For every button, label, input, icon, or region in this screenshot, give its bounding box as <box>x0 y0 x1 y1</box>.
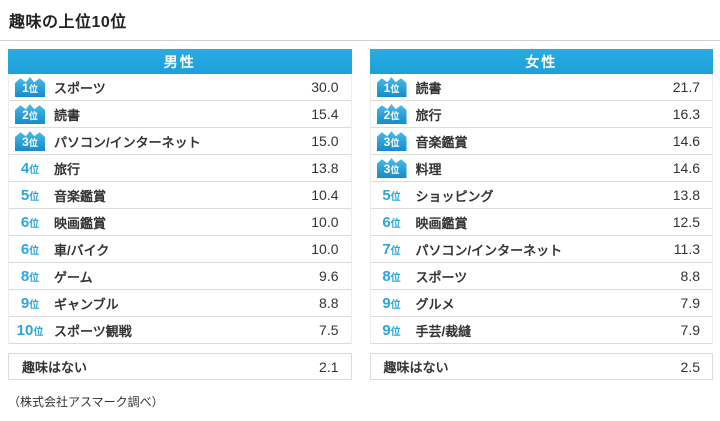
hobby-value: 15.0 <box>311 133 339 149</box>
table-header-female: 女性 <box>369 49 713 74</box>
hobby-label: スポーツ <box>54 80 106 96</box>
no-hobby-label: 趣味はない <box>22 360 88 375</box>
ranking-row: 1 位読書 21.7 <box>370 74 712 101</box>
ranking-row: 2 位旅行 16.3 <box>370 101 712 128</box>
hobby-value: 11.3 <box>673 241 700 257</box>
hobby-value: 13.8 <box>672 187 700 203</box>
hobby-label: 車/バイク <box>54 242 110 258</box>
hobby-value: 15.4 <box>311 106 339 122</box>
hobby-value: 10.0 <box>311 214 339 230</box>
hobby-value: 12.5 <box>672 214 700 230</box>
ranking-row: 8 位スポーツ 8.8 <box>370 263 712 290</box>
ranking-row: 6 位映画鑑賞 12.5 <box>370 209 712 236</box>
ranking-row: 5 位音楽鑑賞 10.4 <box>9 182 351 209</box>
hobby-label: スポーツ観戦 <box>54 323 132 339</box>
rank-number: 10 位 <box>16 321 44 339</box>
ranking-row: 1 位スポーツ 30.0 <box>9 74 351 101</box>
title-divider <box>0 40 720 41</box>
hobby-label: グルメ <box>415 296 455 312</box>
hobby-label: 映画鑑賞 <box>415 215 468 231</box>
hobby-value: 7.9 <box>680 295 700 311</box>
hobby-label: 旅行 <box>415 107 442 123</box>
ranking-row: 3 位音楽鑑賞 14.6 <box>370 128 712 155</box>
no-hobby-row-female: 趣味はない 2.5 <box>369 353 713 380</box>
hobby-label: 読書 <box>54 107 81 123</box>
hobby-label: 映画鑑賞 <box>54 215 107 231</box>
hobby-value: 7.5 <box>319 322 339 338</box>
hobby-value: 14.6 <box>672 160 700 176</box>
ranking-row: 3 位料理 14.6 <box>370 155 712 182</box>
ranking-row: 8 位ゲーム 9.6 <box>9 263 351 290</box>
no-hobby-value: 2.5 <box>680 358 700 375</box>
ranking-table-male: 男性 1 位スポーツ 30.0 2 位読書 15.4 3 位パソコン/インターネット 15.0 4… <box>8 49 352 380</box>
ranking-row: 9 位ギャンブル 8.8 <box>9 290 351 317</box>
ranking-tables: 男性 1 位スポーツ 30.0 2 位読書 15.4 3 位パソコン/インターネット 15.0 4… <box>0 41 720 380</box>
no-hobby-value: 2.1 <box>319 358 339 375</box>
hobby-label: ギャンブル <box>54 296 119 312</box>
source-note: （株式会社アスマーク調べ） <box>8 395 164 409</box>
hobby-value: 16.3 <box>672 106 700 122</box>
hobby-label: ゲーム <box>54 269 93 285</box>
hobby-label: 音楽鑑賞 <box>415 134 468 150</box>
ranking-row: 6 位映画鑑賞 10.0 <box>9 209 351 236</box>
hobby-value: 10.0 <box>311 241 339 257</box>
hobby-label: 旅行 <box>54 161 81 177</box>
hobby-label: 料理 <box>415 161 442 177</box>
ranking-row: 9 位グルメ 7.9 <box>370 290 712 317</box>
no-hobby-row-male: 趣味はない 2.1 <box>8 353 352 380</box>
ranking-row: 2 位読書 15.4 <box>9 101 351 128</box>
male-rows: 1 位スポーツ 30.0 2 位読書 15.4 3 位パソコン/インターネット 15.0 4 位旅行… <box>8 74 352 344</box>
hobby-value: 13.8 <box>311 160 339 176</box>
hobby-value: 8.8 <box>680 268 700 284</box>
hobby-value: 21.7 <box>672 79 700 95</box>
ranking-row: 6 位車/バイク 10.0 <box>9 236 351 263</box>
hobby-value: 10.4 <box>311 187 339 203</box>
ranking-row: 10 位スポーツ観戦 7.5 <box>9 317 351 344</box>
female-rows: 1 位読書 21.7 2 位旅行 16.3 3 位音楽鑑賞 14.6 3 位料理 14.6 5 位ショッピ… <box>369 74 713 344</box>
ranking-row: 5 位ショッピング 13.8 <box>370 182 712 209</box>
hobby-label: ショッピング <box>415 188 494 204</box>
no-hobby-label: 趣味はない <box>383 360 449 375</box>
ranking-table-female: 女性 1 位読書 21.7 2 位旅行 16.3 3 位音楽鑑賞 14.6 3 位料理 14.6 5 位シ… <box>369 49 713 380</box>
table-header-male: 男性 <box>8 49 352 74</box>
hobby-label: スポーツ <box>415 269 468 285</box>
ranking-row: 4 位旅行 13.8 <box>9 155 351 182</box>
hobby-value: 9.6 <box>319 268 339 284</box>
hobby-value: 14.6 <box>672 133 700 149</box>
hobby-label: 音楽鑑賞 <box>54 188 107 204</box>
hobby-value: 8.8 <box>319 295 339 311</box>
ranking-row: 9 位手芸/裁縫 7.9 <box>370 317 712 344</box>
hobby-label: パソコン/インターネット <box>54 134 201 150</box>
hobby-label: パソコン/インターネット <box>415 242 563 258</box>
hobby-value: 30.0 <box>311 79 339 95</box>
page-title: 趣味の上位10位 <box>9 14 127 31</box>
hobby-label: 読書 <box>415 80 442 96</box>
ranking-row: 7 位パソコン/インターネット 11.3 <box>370 236 712 263</box>
ranking-row: 3 位パソコン/インターネット 15.0 <box>9 128 351 155</box>
hobby-value: 7.9 <box>680 322 700 338</box>
hobby-label: 手芸/裁縫 <box>415 323 472 339</box>
